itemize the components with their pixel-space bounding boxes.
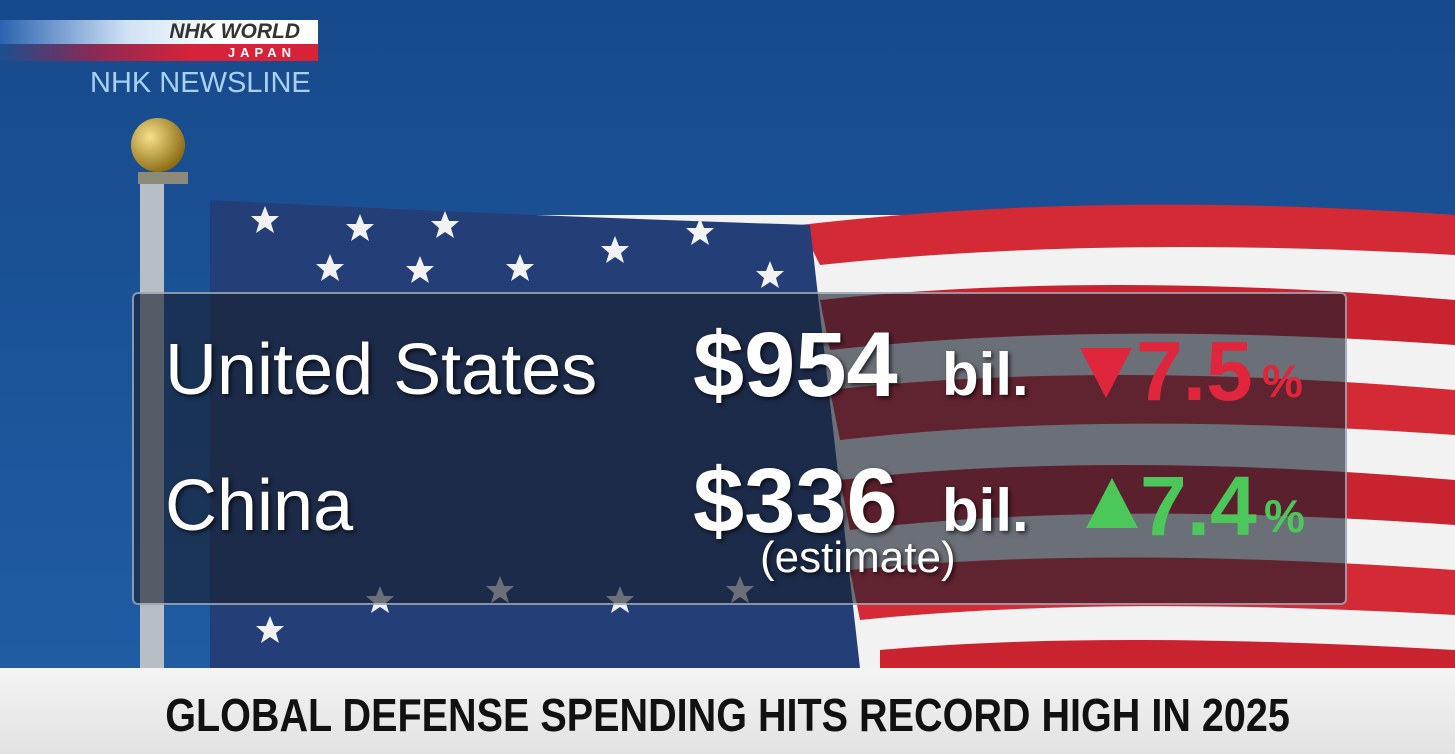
info-panel [132, 292, 1347, 605]
unit: bil. [942, 477, 1029, 544]
country: United States [165, 330, 598, 410]
logo-brand-bar: NHK WORLD [0, 20, 318, 44]
logo-brand: NHK WORLD [169, 20, 300, 43]
estimate-note: (estimate) [760, 533, 956, 582]
amount: $954 [693, 314, 898, 416]
change-unit: % [1262, 355, 1303, 407]
amount: $336 [693, 450, 898, 552]
logo-region-bar: JAPAN [0, 44, 318, 61]
change: 7.4 [1140, 459, 1257, 553]
change-unit: % [1264, 490, 1305, 542]
down-arrow [1080, 348, 1132, 398]
change: 7.5 [1136, 324, 1253, 418]
headline: GLOBAL DEFENSE SPENDING HITS RECORD HIGH… [165, 689, 1290, 741]
pole-ball [131, 118, 185, 172]
country: China [165, 466, 354, 546]
pole-collar [138, 172, 188, 184]
up-arrow [1086, 478, 1138, 528]
logo-region: JAPAN [227, 45, 296, 60]
program-name: NHK NEWSLINE [90, 67, 311, 99]
unit: bil. [942, 341, 1029, 408]
headline-bar [0, 668, 1455, 754]
